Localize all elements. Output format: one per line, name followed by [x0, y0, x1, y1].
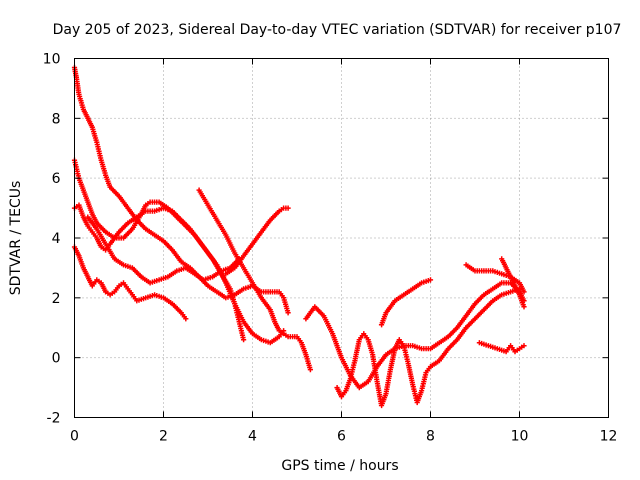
data-series	[85, 214, 242, 286]
y-axis-label: SDTVAR / TECUs	[8, 181, 24, 296]
y-tick-label: 0	[52, 351, 61, 367]
data-series	[223, 205, 291, 277]
chart-title: Day 205 of 2023, Sidereal Day-to-day VTE…	[53, 22, 622, 38]
x-tick-label: 6	[337, 429, 346, 445]
x-tick-label: 10	[511, 429, 529, 445]
data-series	[196, 187, 313, 373]
x-tick-labels: 0 2 4 6 8 10 12	[70, 429, 617, 445]
data-point-markers	[71, 244, 189, 322]
data-series	[71, 244, 189, 322]
y-tick-label: 6	[52, 171, 61, 187]
x-tick-label: 4	[248, 429, 257, 445]
data-series	[71, 64, 291, 316]
data-point-markers	[378, 277, 434, 328]
data-point-markers	[71, 157, 247, 343]
data-series	[378, 277, 434, 328]
data-series	[303, 280, 527, 391]
data-point-markers	[85, 214, 242, 286]
data-point-markers	[71, 64, 291, 316]
data-series	[334, 286, 523, 409]
data-point-markers	[499, 256, 527, 310]
data-series	[71, 202, 287, 346]
grid-lines	[74, 58, 609, 418]
data-point-markers	[476, 340, 527, 355]
data-point-markers	[71, 202, 287, 346]
y-tick-label: 10	[43, 52, 61, 68]
y-tick-label: 4	[52, 231, 61, 247]
x-tick-label: 2	[159, 429, 168, 445]
data-series-layer	[71, 64, 527, 409]
data-series	[71, 157, 247, 343]
data-point-markers	[196, 187, 313, 373]
x-tick-label: 0	[70, 429, 79, 445]
x-axis-label: GPS time / hours	[281, 458, 398, 474]
y-tick-label: -2	[47, 411, 61, 427]
data-series	[499, 256, 527, 310]
x-tick-label: 12	[600, 429, 618, 445]
x-tick-label: 8	[426, 429, 435, 445]
data-point-markers	[223, 205, 291, 277]
y-tick-label: 2	[52, 291, 61, 307]
y-tick-labels: -2 0 2 4 6 8 10	[43, 52, 61, 427]
data-series	[476, 340, 527, 355]
axis-ticks	[74, 58, 609, 418]
data-point-markers	[303, 280, 527, 391]
y-tick-label: 8	[52, 111, 61, 127]
data-point-markers	[334, 286, 523, 409]
